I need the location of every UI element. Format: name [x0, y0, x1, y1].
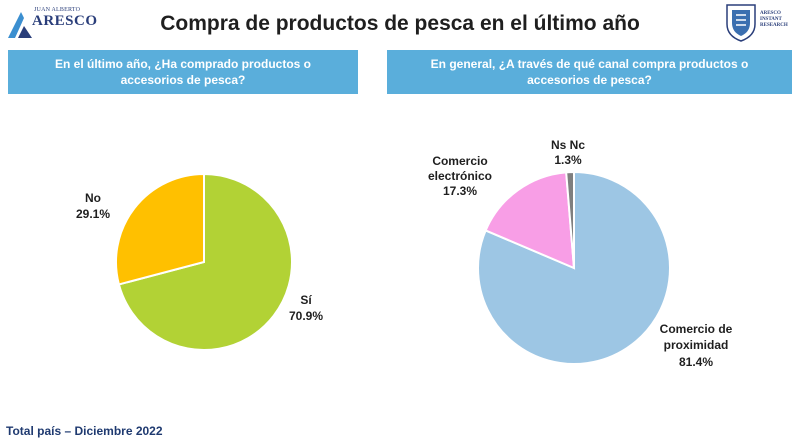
pie2-slice-comercio-de-proximidad: [477, 170, 671, 365]
label-si-name: Sí: [300, 293, 312, 307]
label-proximidad-value: 81.4%: [679, 355, 713, 369]
right-question-header: En general, ¿A través de qué canal compr…: [387, 50, 792, 94]
label-electronico-value: 17.3%: [443, 184, 477, 198]
left-question-header: En el último año, ¿Ha comprado productos…: [8, 50, 358, 94]
pie2-slice-ns-nc: [565, 170, 575, 269]
label-proximidad-name-1: Comercio de: [660, 322, 733, 336]
pie1-slice-si: [117, 172, 293, 351]
pie2-slice-comercio-electronico: [484, 171, 576, 270]
pie-chart-purchase: [114, 172, 293, 351]
aresco-instant-research-logo: ARESCO INSTANT RESEARCH: [724, 2, 794, 44]
label-si-value: 70.9%: [289, 309, 323, 323]
label-electronico-name-1: Comercio: [432, 154, 487, 168]
label-proximidad-name-2: proximidad: [664, 338, 729, 352]
label-no-value: 29.1%: [76, 207, 110, 221]
pie-chart-channel: [477, 170, 671, 365]
crest-icon: [726, 4, 756, 42]
page-title: Compra de productos de pesca en el últim…: [160, 12, 640, 35]
footer-note: Total país – Diciembre 2022: [6, 424, 163, 438]
label-electronico-name-2: electrónico: [428, 169, 492, 183]
label-no-name: No: [85, 191, 101, 205]
logo-big-text: ARESCO: [32, 13, 98, 29]
logo-small-text: JUAN ALBERTO: [34, 7, 81, 13]
pie1-slice-no: [114, 172, 205, 286]
aresco-logo-mark: [8, 12, 32, 38]
label-nsnc-name: Ns Nc: [551, 138, 585, 152]
logo-right-text: ARESCO INSTANT RESEARCH: [760, 11, 788, 28]
aresco-logo: JUAN ALBERTO ARESCO: [6, 4, 97, 40]
label-nsnc-value: 1.3%: [554, 153, 582, 167]
